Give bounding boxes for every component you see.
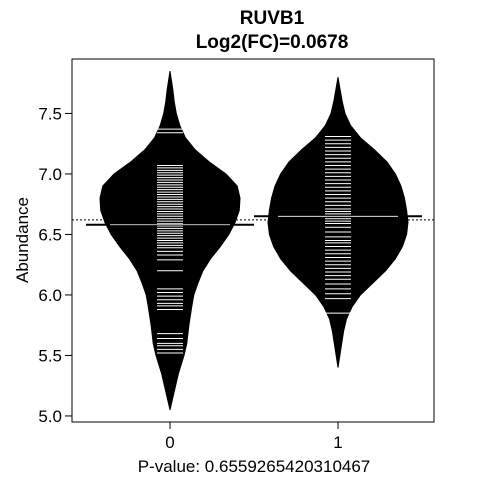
x-tick-label: 1: [333, 433, 342, 452]
chart-subtitle: Log2(FC)=0.0678: [196, 32, 349, 53]
y-tick-label: 6.5: [38, 225, 62, 244]
y-tick-label: 5.0: [38, 407, 62, 426]
y-tick-label: 5.5: [38, 346, 62, 365]
y-tick-label: 7.5: [38, 104, 62, 123]
y-tick-label: 7.0: [38, 165, 62, 184]
bean-group-0: [86, 71, 254, 411]
chart-title: RUVB1: [240, 8, 305, 29]
x-tick-label: 0: [165, 433, 174, 452]
beans-layer: [72, 71, 434, 411]
y-axis-label: Abundance: [13, 197, 32, 283]
bean-group-1: [254, 77, 422, 368]
bean-shape: [267, 77, 409, 368]
y-tick-label: 6.0: [38, 286, 62, 305]
x-axis-label: P-value: 0.6559265420310467: [138, 457, 371, 476]
y-axis: 5.0 5.5 6.0 6.5 7.0 7.5: [38, 104, 73, 426]
